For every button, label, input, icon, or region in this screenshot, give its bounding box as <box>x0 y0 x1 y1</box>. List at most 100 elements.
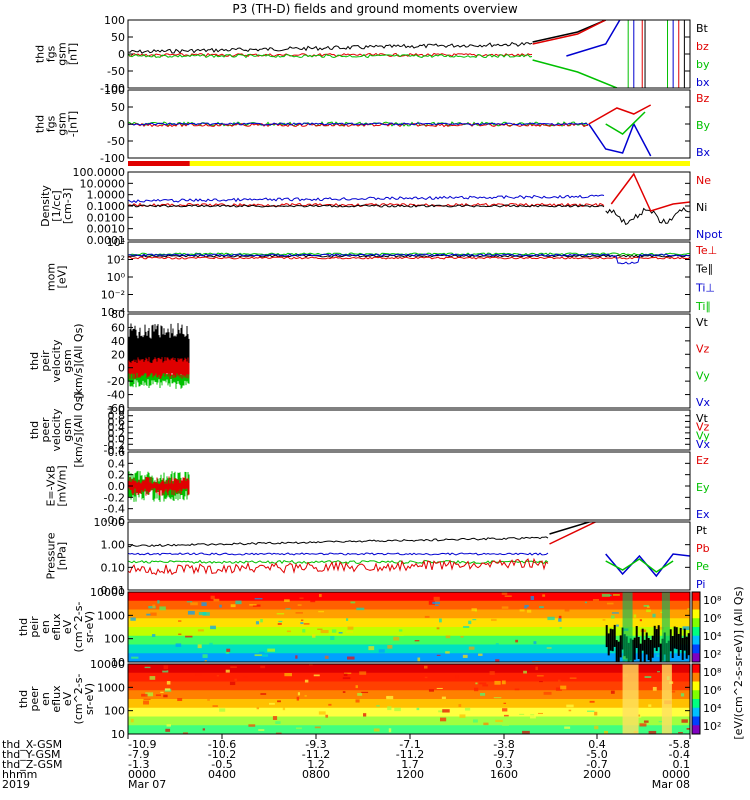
axis-value: -7.9 <box>128 748 149 761</box>
y-label-line: fgs <box>45 115 58 132</box>
spectrogram-texture <box>167 664 175 667</box>
legend-by: by <box>696 58 710 71</box>
spectrogram-gap <box>643 639 646 662</box>
spectrogram-texture <box>475 682 478 685</box>
y-label-line: (cm^2-s- <box>72 674 85 725</box>
spectrogram-texture <box>357 693 363 696</box>
spectrogram-texture <box>144 666 151 669</box>
spectrogram-texture <box>481 641 489 644</box>
tick-label: 10 <box>111 728 125 741</box>
y-label-line: peir <box>28 616 41 638</box>
plot-area-fgs <box>128 20 685 88</box>
spectrogram-texture <box>394 707 401 712</box>
legend-Ez: Ez <box>696 454 709 467</box>
tick-label: 0.8 <box>108 410 126 423</box>
colorbar-tick: 10⁶ <box>703 612 722 625</box>
y-label-line: eV <box>61 619 74 634</box>
spectrogram-texture <box>356 607 365 611</box>
colorbar-swatch <box>692 644 700 654</box>
spectrogram-texture <box>368 646 375 651</box>
spectrogram-band <box>128 672 690 682</box>
spectrogram-texture <box>503 702 507 704</box>
spectrogram-texture <box>258 729 265 731</box>
spectrogram-band <box>128 716 690 726</box>
axis-value: 1.2 <box>307 758 325 771</box>
spectrogram-texture <box>538 712 543 715</box>
spectrogram-texture <box>539 680 543 683</box>
spectrogram-texture <box>514 688 520 691</box>
axis-value: Mar 08 <box>652 778 690 791</box>
legend-By: By <box>696 119 711 132</box>
spectrogram-texture <box>417 657 421 662</box>
spectrogram-texture <box>564 726 571 729</box>
colorbar-swatch <box>692 618 700 628</box>
y-label-line: peer <box>28 686 41 712</box>
tick-label: -50 <box>107 135 125 148</box>
axis-row-label: thd_Y-GSM <box>2 748 61 761</box>
spectrogram-texture <box>592 718 597 721</box>
tick-label: 50 <box>111 31 125 44</box>
spectrogram-texture <box>304 679 309 683</box>
spectrogram-texture <box>643 720 649 723</box>
spectrogram-texture <box>388 728 392 733</box>
spectrogram-texture <box>483 722 489 726</box>
tick-label: 1000 <box>97 681 125 694</box>
colorbar-swatch <box>692 672 700 682</box>
spectrogram-gap <box>609 628 612 651</box>
colorbar-label: [eV/(cm^2-s-sr-eV)] (All Qs) <box>732 586 745 739</box>
spectrogram-texture <box>652 613 656 618</box>
colorbar-swatch <box>692 699 700 709</box>
tick-label: 10⁻⁴ <box>101 306 126 319</box>
tick-label: 0.2 <box>108 427 126 440</box>
spectrogram-gap <box>615 640 618 662</box>
spectrogram-texture <box>282 707 286 711</box>
y-label-line: velocity <box>50 339 63 382</box>
colorbar-tick: 10⁸ <box>703 666 722 679</box>
spectrogram-texture <box>277 700 281 703</box>
tick-label: -60 <box>107 402 125 415</box>
tick-label: 80 <box>111 308 125 321</box>
spectrogram-texture <box>535 666 538 671</box>
spectrogram-texture <box>524 604 529 607</box>
spectrogram-texture <box>235 600 242 605</box>
spectrogram-gap <box>633 637 636 660</box>
spectrogram-texture <box>343 673 348 677</box>
spectrogram-band <box>128 690 690 700</box>
series-Ne-storm <box>610 172 690 212</box>
spectrogram-gap <box>677 633 680 656</box>
spectrogram-texture <box>569 677 577 679</box>
tick-label: -0.2 <box>104 438 125 451</box>
spectrogram-texture <box>463 626 470 628</box>
colorbar-swatch <box>692 690 700 700</box>
y-axis-label: Density[1/cc][cm-3] <box>39 185 74 227</box>
spectrogram-texture <box>276 613 285 615</box>
tick-label: -100 <box>100 82 125 95</box>
spectrogram-texture <box>414 640 420 642</box>
series-Pt <box>128 536 549 548</box>
spectrogram-texture <box>202 728 206 731</box>
axis-value: -0.4 <box>669 748 690 761</box>
spectrogram-texture <box>493 697 502 699</box>
spectrogram-texture <box>601 593 610 597</box>
spectrogram-texture <box>286 630 291 633</box>
axis-value: Mar 07 <box>128 778 166 791</box>
spectrogram-texture <box>522 730 530 734</box>
tick-label: 10⁻² <box>101 289 125 302</box>
axis-value: 2000 <box>583 768 611 781</box>
status-bar-red <box>128 161 190 166</box>
axis-row-label: thd_Z-GSM <box>2 758 62 771</box>
spectrogram-texture <box>478 653 483 656</box>
spectrogram-texture <box>226 648 231 652</box>
axis-value: 0400 <box>208 768 236 781</box>
legend-Npot: Npot <box>696 228 723 241</box>
x-axis-annotation: thd_X-GSM -10.9 -10.6 -9.3 -7.1 -3.8 0.4 -5.8 th… <box>2 734 691 791</box>
legend-Pb: Pb <box>696 542 710 555</box>
colorbar-label-text: [eV/(cm^2-s-sr-eV)] (All Qs) <box>732 586 745 739</box>
spectrogram-texture <box>130 617 136 621</box>
colorbar-tick: 10⁴ <box>703 702 722 715</box>
spectrogram-texture <box>493 653 500 657</box>
series-by <box>128 53 533 59</box>
spectrogram-gap <box>673 626 676 649</box>
spectrogram-texture <box>153 627 157 629</box>
